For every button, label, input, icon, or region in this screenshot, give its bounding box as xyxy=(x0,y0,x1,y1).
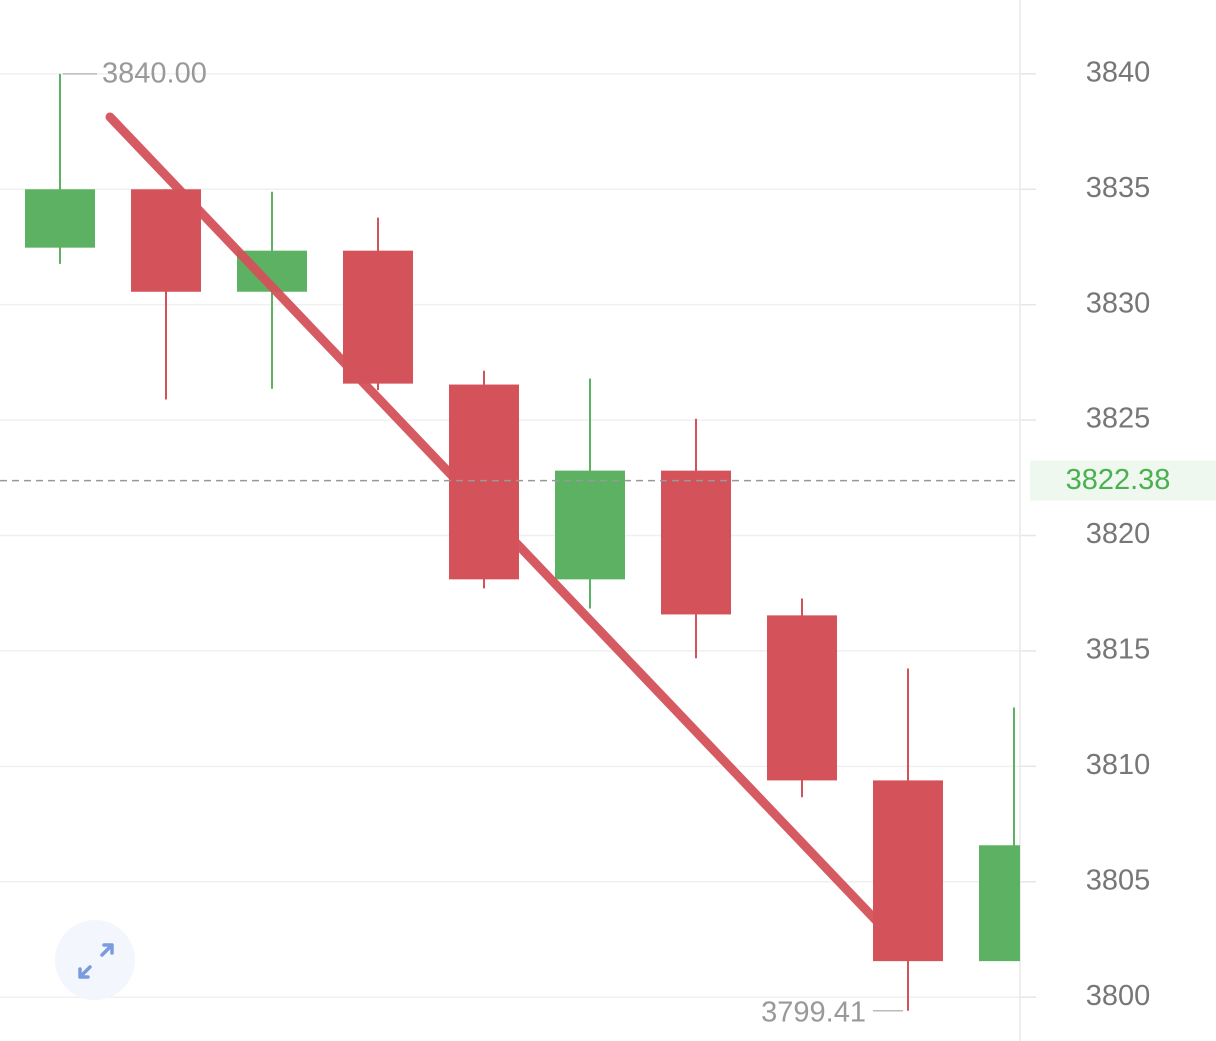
candles xyxy=(25,73,1020,1011)
candle-body xyxy=(555,470,625,580)
last-price-label: 3822.38 xyxy=(1066,464,1171,496)
trend-line[interactable] xyxy=(105,112,895,940)
last-price-box xyxy=(1030,460,1216,501)
candle-body xyxy=(979,845,1020,962)
grid: 3800 3805 3810 3815 3820 3825 3830 3835 3840 xyxy=(0,57,1150,1012)
expand-button[interactable] xyxy=(55,920,135,1000)
y-tick-label: 3830 xyxy=(1086,287,1151,319)
y-tick-label: 3810 xyxy=(1086,749,1151,781)
overlay: 3822.38 3840.00 3799.41 xyxy=(0,58,1216,1028)
candle-body xyxy=(343,250,413,384)
y-tick-label: 3800 xyxy=(1086,980,1151,1012)
y-tick-label: 3815 xyxy=(1086,634,1151,666)
candle-body xyxy=(661,470,731,615)
y-tick-label: 3840 xyxy=(1086,57,1151,89)
y-tick-label: 3820 xyxy=(1086,518,1151,550)
y-tick-label: 3825 xyxy=(1086,403,1151,435)
annotation-label: 3799.41 xyxy=(761,996,866,1028)
candle-body xyxy=(25,189,95,248)
candle-body xyxy=(767,615,837,781)
y-tick-label: 3835 xyxy=(1086,172,1151,204)
annotation-label: 3840.00 xyxy=(102,58,207,90)
y-tick-label: 3805 xyxy=(1086,864,1151,896)
